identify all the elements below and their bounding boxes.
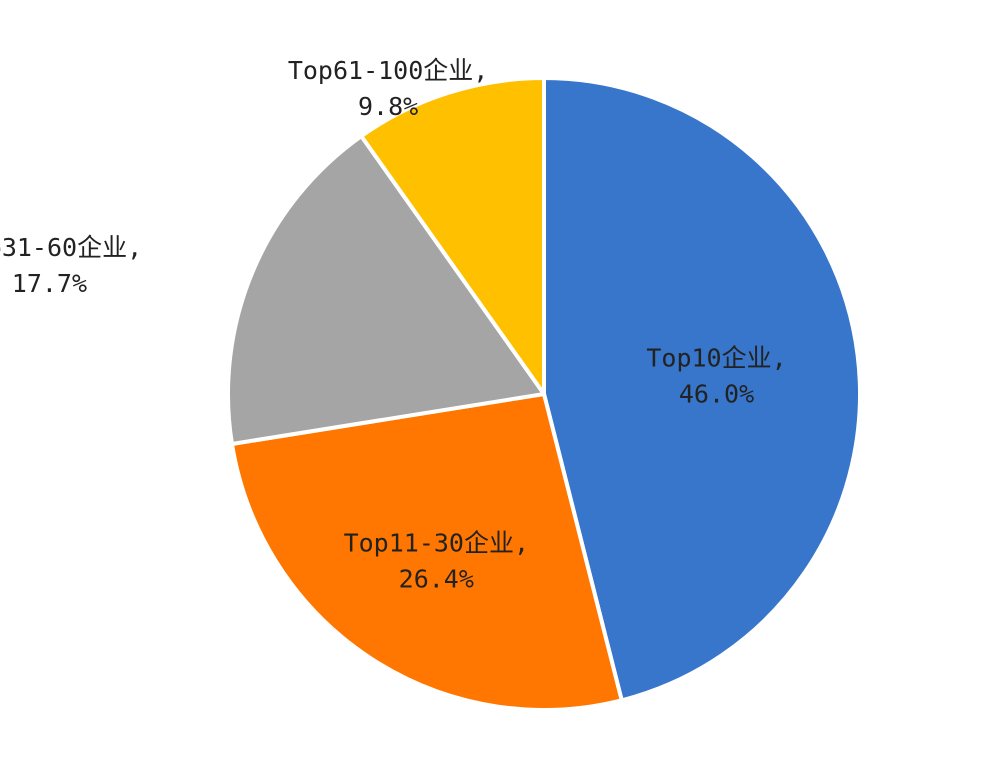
data-label-top10: Top10企业, 46.0% xyxy=(646,344,786,409)
pie-slice-top10 xyxy=(542,76,862,703)
pie-slices xyxy=(226,76,862,712)
data-label-top31-60: Top31-60企业,17.7% xyxy=(0,233,142,298)
data-label-top61-100: Top61-100企业, 9.8% xyxy=(288,56,489,121)
pie-slice-top31-60 xyxy=(226,134,546,446)
pie-slice-top11-30 xyxy=(229,392,624,712)
pie-slice-top61-100 xyxy=(359,76,546,396)
data-label-top11-30: Top11-30企业, 26.4% xyxy=(344,529,529,594)
pie-labels: Top10企业,46.0% Top11-30企业,26.4% Top31-60企业,… xyxy=(0,56,787,594)
